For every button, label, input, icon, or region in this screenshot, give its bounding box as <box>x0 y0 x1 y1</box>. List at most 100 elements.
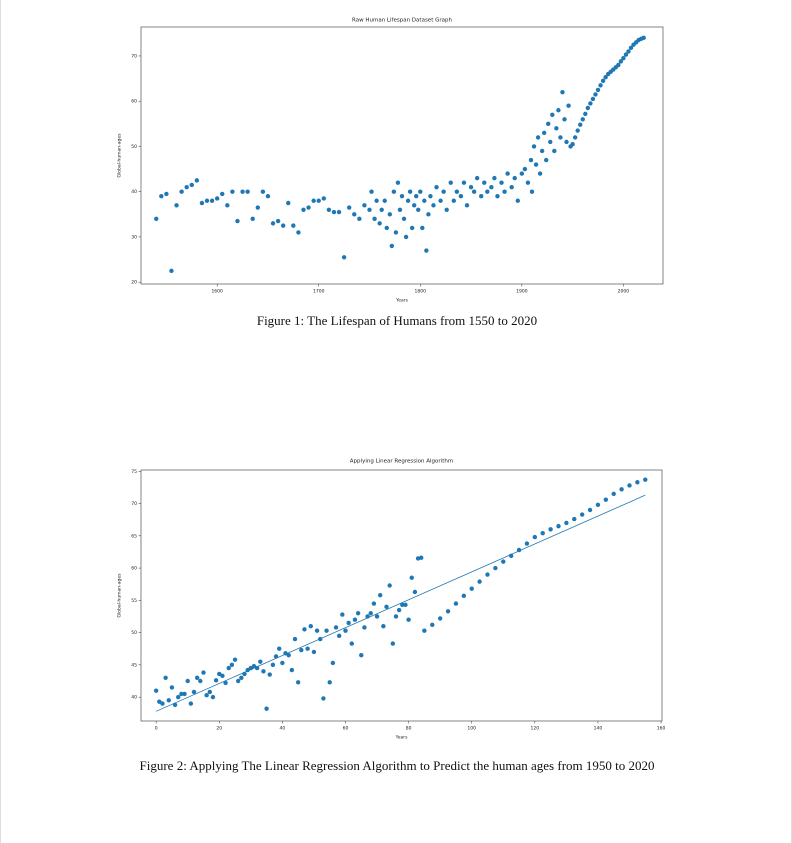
data-point <box>437 616 443 621</box>
y-tick-label: 20 <box>131 280 137 286</box>
data-point <box>628 45 634 51</box>
data-point <box>399 194 405 199</box>
data-point <box>522 166 528 172</box>
data-point <box>445 609 451 614</box>
data-point <box>299 647 304 653</box>
data-point <box>505 171 510 176</box>
data-point <box>564 520 569 526</box>
data-point <box>362 625 367 630</box>
data-point <box>512 175 517 181</box>
data-point <box>566 103 571 108</box>
y-tick-label: 50 <box>131 630 137 636</box>
data-point <box>371 601 377 606</box>
data-point <box>407 189 413 194</box>
y-tick-label: 60 <box>131 566 137 572</box>
data-point <box>260 189 266 194</box>
y-tick-label: 70 <box>131 501 137 507</box>
data-point <box>189 182 194 188</box>
data-point <box>381 623 386 629</box>
data-point <box>405 198 411 203</box>
data-point <box>519 171 525 176</box>
data-point <box>403 234 409 240</box>
data-point <box>341 255 347 260</box>
data-point <box>292 636 298 642</box>
data-point <box>454 189 460 194</box>
data-point <box>201 670 206 675</box>
data-point <box>485 189 490 194</box>
data-point <box>430 622 435 628</box>
data-point <box>204 198 210 203</box>
chart-title: Raw Human Lifespan Dataset Graph <box>352 18 452 24</box>
data-point <box>367 207 372 212</box>
data-point <box>541 130 547 136</box>
data-point <box>308 623 313 629</box>
data-point <box>595 87 601 93</box>
data-point <box>220 191 225 197</box>
data-point <box>220 673 225 679</box>
x-tick-label: 1700 <box>313 289 325 295</box>
data-point <box>255 205 260 210</box>
data-point <box>570 141 575 147</box>
regression-line <box>155 494 646 712</box>
data-point <box>210 694 216 700</box>
x-tick-label: 120 <box>531 726 540 732</box>
data-point <box>182 691 187 697</box>
data-point <box>495 194 500 199</box>
data-point <box>387 583 392 588</box>
y-tick-label: 45 <box>131 662 137 668</box>
data-point <box>396 607 402 613</box>
data-point <box>434 184 439 190</box>
data-point <box>265 194 271 199</box>
chart-title: Applying Linear Regression Algorithm <box>350 459 453 465</box>
data-point <box>515 198 520 203</box>
data-point <box>572 135 578 140</box>
data-point <box>223 680 228 686</box>
data-point <box>618 59 624 64</box>
data-point <box>264 706 269 711</box>
data-point <box>280 223 286 228</box>
data-point <box>261 669 266 674</box>
data-point <box>153 688 159 693</box>
data-point <box>590 96 596 102</box>
data-point <box>537 171 543 176</box>
data-point <box>603 497 609 502</box>
y-tick-label: 55 <box>131 598 137 604</box>
data-point <box>235 678 241 684</box>
data-point <box>401 216 407 222</box>
data-point <box>336 209 342 215</box>
data-point <box>583 111 588 117</box>
data-point <box>414 194 419 199</box>
y-tick-label: 30 <box>131 234 137 240</box>
y-tick-label: 75 <box>131 469 137 475</box>
data-point <box>501 559 506 564</box>
data-point <box>286 652 291 658</box>
data-point <box>641 35 646 41</box>
data-point <box>468 184 474 190</box>
data-point <box>321 196 327 201</box>
data-point <box>349 641 354 646</box>
data-point <box>179 691 184 697</box>
data-point <box>275 218 281 224</box>
data-point <box>198 678 203 684</box>
data-point <box>355 611 361 616</box>
y-axis-label: Global-human-ages <box>117 573 123 618</box>
data-point <box>372 216 377 222</box>
y-tick-label: 40 <box>131 189 137 195</box>
data-point <box>314 628 320 633</box>
data-point <box>169 268 174 274</box>
x-tick-label: 1600 <box>211 289 223 295</box>
data-point <box>387 212 393 217</box>
data-point <box>587 507 593 513</box>
data-point <box>160 701 165 706</box>
data-point <box>420 225 425 231</box>
data-point <box>438 198 443 203</box>
data-point <box>368 611 373 616</box>
figure-caption: Figure 2: Applying The Linear Regression… <box>140 758 655 773</box>
data-point <box>311 649 317 655</box>
data-point <box>528 157 534 163</box>
data-point <box>352 617 358 622</box>
data-point <box>207 689 212 695</box>
x-tick-label: 60 <box>343 726 349 732</box>
data-point <box>295 680 301 685</box>
y-tick-label: 65 <box>131 533 137 539</box>
